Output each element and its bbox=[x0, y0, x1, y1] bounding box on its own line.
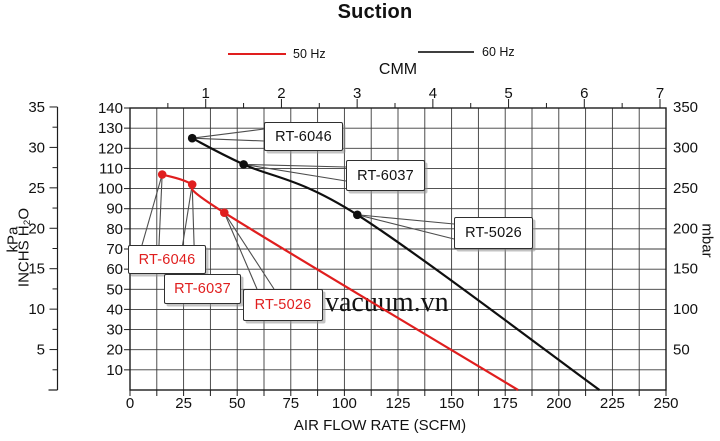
mbar-tick-label: 50 bbox=[673, 342, 690, 359]
kpa-tick-label: 25 bbox=[28, 180, 45, 197]
bottom-tick-label: 0 bbox=[126, 395, 134, 412]
inches-tick-label: 10 bbox=[106, 362, 123, 379]
annotation-box-rt-5026-50Hz: RT-5026 bbox=[243, 289, 323, 321]
callout-line bbox=[223, 212, 275, 290]
series-layer bbox=[141, 128, 601, 391]
kpa-tick-label: 10 bbox=[28, 301, 45, 318]
annotation-box-rt-5026-60Hz: RT-5026 bbox=[454, 217, 533, 249]
marker-60-hz bbox=[187, 133, 197, 143]
cmm-tick-label: 5 bbox=[504, 85, 512, 102]
mbar-tick-label: 200 bbox=[673, 220, 698, 237]
annotation-box-rt-6037-50Hz: RT-6037 bbox=[164, 274, 241, 304]
marker-60-hz bbox=[353, 210, 362, 220]
marker-50-hz bbox=[220, 208, 229, 217]
curve-60-hz bbox=[191, 137, 601, 391]
cmm-tick-label: 7 bbox=[656, 85, 664, 102]
top-axis-title-cmm: CMM bbox=[378, 61, 418, 78]
inches-tick-label: 30 bbox=[106, 322, 123, 339]
annotation-box-rt-6046-60Hz: RT-6046 bbox=[264, 122, 343, 151]
callout-line bbox=[192, 128, 265, 139]
bottom-tick-label: 25 bbox=[175, 395, 192, 412]
inches-tick-label: 100 bbox=[98, 181, 123, 198]
marker-50-hz bbox=[187, 180, 197, 189]
inches-tick-label: 70 bbox=[106, 241, 123, 258]
bottom-tick-label: 50 bbox=[229, 395, 246, 412]
mbar-tick-label: 250 bbox=[673, 180, 698, 197]
inches-tick-label: 90 bbox=[106, 201, 123, 218]
bottom-tick-label: 75 bbox=[282, 395, 299, 412]
inches-tick-label: 50 bbox=[106, 281, 123, 298]
kpa-tick-label: 35 bbox=[28, 99, 45, 116]
cmm-tick-label: 3 bbox=[353, 85, 361, 102]
inches-tick-label: 140 bbox=[98, 100, 123, 117]
cmm-tick-label: 4 bbox=[429, 85, 437, 102]
cmm-tick-label: 2 bbox=[277, 85, 285, 102]
callout-line bbox=[141, 174, 163, 246]
legend-50hz-line-swatch bbox=[228, 53, 286, 56]
callout-line bbox=[243, 163, 347, 168]
callout-line bbox=[357, 214, 455, 240]
inches-tick-label: 60 bbox=[106, 261, 123, 278]
bottom-axis-title: AIR FLOW RATE (SCFM) bbox=[293, 417, 467, 434]
mbar-tick-label: 150 bbox=[673, 261, 698, 278]
inches-tick-label: 120 bbox=[98, 140, 123, 157]
page-title: Suction bbox=[337, 1, 413, 23]
callout-line bbox=[192, 137, 265, 142]
kpa-tick-label: 15 bbox=[28, 261, 45, 278]
cmm-tick-label: 1 bbox=[202, 85, 210, 102]
inches-tick-label: 130 bbox=[98, 120, 123, 137]
legend-60hz-line-swatch bbox=[418, 51, 474, 54]
mbar-tick-label: 300 bbox=[673, 139, 698, 156]
legend-50hz-label: 50 Hz bbox=[293, 47, 326, 61]
grid-layer: 0 25 50 75 100 125 150 175 200 225 250 1 2 3 4 5 6 7 140 13… bbox=[28, 85, 698, 412]
callout-line bbox=[357, 214, 455, 225]
annotation-box-rt-6037-60Hz: RT-6037 bbox=[346, 160, 425, 191]
bottom-tick-label: 125 bbox=[385, 395, 410, 412]
mbar-tick-label: 100 bbox=[673, 301, 698, 318]
marker-60-hz bbox=[239, 160, 248, 169]
bottom-tick-label: 250 bbox=[653, 395, 678, 412]
callout-line bbox=[223, 212, 258, 290]
bottom-tick-label: 150 bbox=[439, 395, 464, 412]
marker-50-hz bbox=[157, 170, 167, 179]
mbar-tick-label: 350 bbox=[673, 99, 698, 116]
bottom-tick-label: 175 bbox=[493, 395, 518, 412]
callout-line bbox=[243, 163, 347, 182]
watermark-text: vacuum.vn bbox=[325, 287, 449, 318]
callout-line bbox=[158, 174, 163, 246]
kpa-tick-label: 30 bbox=[28, 139, 45, 156]
bottom-tick-label: 200 bbox=[546, 395, 571, 412]
legend-60hz-label: 60 Hz bbox=[482, 45, 515, 59]
cmm-tick-label: 6 bbox=[580, 85, 588, 102]
kpa-tick-label: 20 bbox=[28, 220, 45, 237]
annotation-box-rt-6046-50Hz: RT-6046 bbox=[128, 245, 206, 274]
inches-tick-label: 80 bbox=[106, 221, 123, 238]
bottom-tick-label: 100 bbox=[332, 395, 357, 412]
kpa-tick-label: 5 bbox=[37, 342, 45, 359]
bottom-tick-label: 225 bbox=[600, 395, 625, 412]
inches-tick-label: 20 bbox=[106, 342, 123, 359]
inches-tick-label: 110 bbox=[99, 160, 123, 177]
inches-tick-label: 40 bbox=[106, 301, 123, 318]
